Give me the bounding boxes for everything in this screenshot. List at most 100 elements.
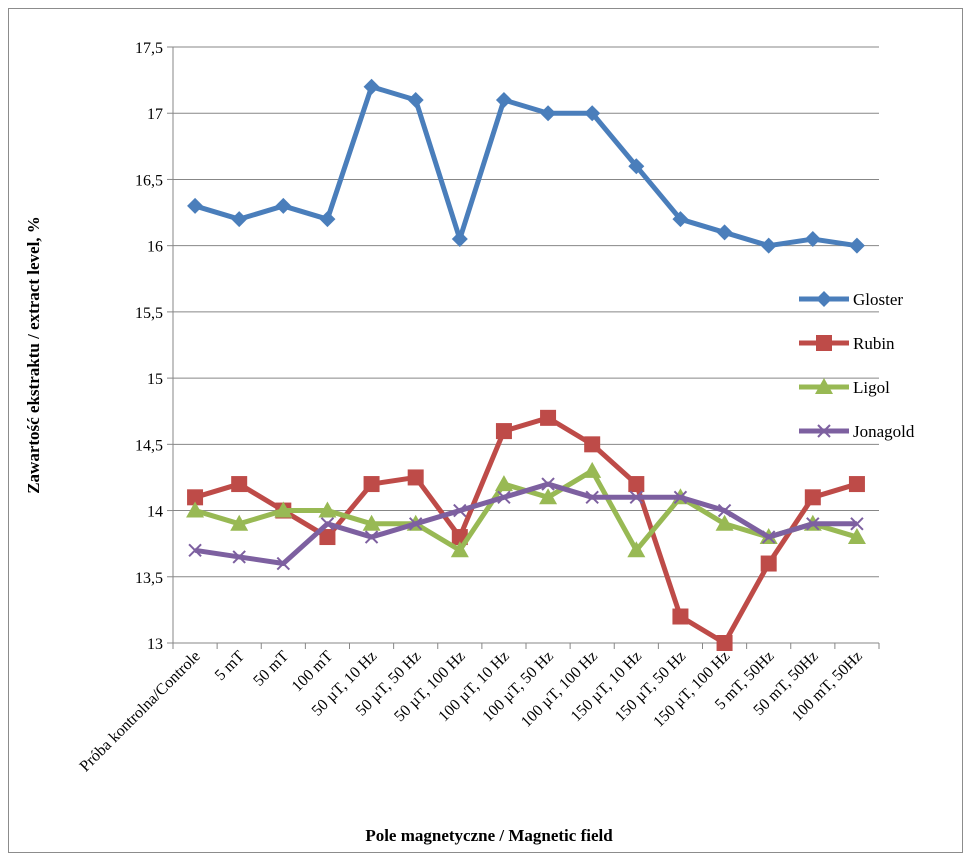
- legend-marker: [817, 424, 831, 438]
- data-point-rubin: [672, 608, 689, 625]
- line-chart: 13 13,5 14 14,5 15 15,5 16 16,5 17 17,5 Próba kon…: [24, 40, 915, 845]
- x-marker-stroke: [850, 517, 864, 531]
- data-point-ligol: [274, 501, 293, 518]
- data-point-jonagold: [806, 517, 820, 531]
- data-point-gloster: [495, 91, 512, 108]
- x-marker-stroke: [673, 490, 688, 505]
- data-point-jonagold: [585, 490, 599, 505]
- series-line-gloster: [194, 84, 858, 249]
- legend-label: Rubin: [853, 334, 895, 353]
- data-point-jonagold: [364, 530, 379, 544]
- y-tick-label: 13,5: [135, 570, 163, 587]
- data-point-jonagold: [453, 503, 467, 518]
- x-marker-stroke: [806, 517, 820, 531]
- data-point-jonagold: [408, 517, 423, 531]
- series-gloster: [187, 78, 865, 254]
- data-point-gloster: [363, 78, 380, 95]
- data-point-ligol: [583, 461, 602, 478]
- data-point-gloster: [187, 197, 204, 214]
- legend-item-ligol: Ligol: [799, 378, 890, 397]
- series-jonagold: [188, 477, 864, 571]
- data-point-ligol: [494, 475, 513, 492]
- data-point-jonagold: [629, 490, 644, 505]
- legend-label: Jonagold: [853, 422, 915, 441]
- y-axis-title: Zawartość ekstraktu / extract level, %: [24, 216, 43, 494]
- data-point-rubin: [363, 476, 380, 493]
- data-point-ligol: [627, 541, 646, 558]
- x-marker-stroke: [453, 503, 467, 518]
- data-point-rubin: [319, 529, 336, 546]
- data-point-rubin: [848, 476, 865, 493]
- x-marker-stroke: [320, 517, 335, 531]
- data-point-gloster: [407, 91, 424, 108]
- legend-marker: [816, 335, 832, 351]
- x-marker-stroke: [364, 530, 379, 544]
- y-tick-label: 16: [147, 239, 163, 256]
- x-marker-stroke: [541, 477, 555, 491]
- x-marker-stroke: [629, 490, 644, 505]
- data-point-ligol: [847, 528, 866, 545]
- legend-marker: [815, 378, 833, 394]
- data-point-rubin: [804, 489, 821, 506]
- data-point-rubin: [540, 409, 557, 426]
- y-tick-label: 13: [147, 636, 163, 653]
- data-point-gloster: [275, 197, 292, 214]
- data-point-rubin: [760, 555, 777, 572]
- y-tick-label: 14: [147, 504, 163, 521]
- y-tick-label: 15,5: [135, 305, 163, 322]
- y-tick-label: 14,5: [135, 437, 163, 454]
- data-point-jonagold: [497, 490, 511, 505]
- x-tick-label: 100 µT, 100 Hz: [518, 648, 601, 731]
- series-line-jonagold: [194, 481, 857, 567]
- data-point-gloster: [451, 231, 468, 248]
- y-tick-label: 16,5: [135, 172, 163, 189]
- data-point-jonagold: [850, 517, 864, 531]
- legend: Gloster Rubin Ligol Jonagold: [799, 290, 915, 441]
- data-point-jonagold: [188, 543, 202, 557]
- data-point-rubin: [495, 423, 512, 440]
- y-tick-label: 17,5: [135, 40, 163, 57]
- x-tick-label: 150 µT, 100 Hz: [650, 648, 733, 731]
- data-point-gloster: [628, 158, 645, 175]
- data-point-gloster: [716, 224, 733, 241]
- x-marker-stroke: [761, 530, 776, 544]
- x-marker-stroke: [717, 503, 732, 518]
- legend-item-jonagold: Jonagold: [799, 422, 915, 441]
- y-tick-label: 17: [147, 106, 163, 123]
- x-tick-label: Próba kontrolna/Controle: [77, 648, 204, 775]
- data-point-jonagold: [320, 517, 335, 531]
- data-point-jonagold: [673, 490, 688, 505]
- x-marker-stroke: [232, 550, 246, 564]
- series-line-rubin: [194, 415, 858, 646]
- x-marker-stroke: [188, 543, 202, 557]
- data-point-jonagold: [717, 503, 732, 518]
- data-point-rubin: [187, 489, 204, 506]
- legend-label: Ligol: [853, 378, 890, 397]
- x-marker-stroke: [817, 424, 831, 438]
- data-point-gloster: [231, 211, 248, 228]
- data-point-rubin: [231, 476, 248, 493]
- data-point-jonagold: [232, 550, 246, 564]
- data-point-jonagold: [541, 477, 555, 491]
- data-point-ligol: [450, 541, 469, 558]
- legend-label: Gloster: [853, 290, 903, 309]
- data-point-jonagold: [276, 556, 291, 571]
- data-point-gloster: [848, 237, 865, 254]
- data-point-gloster: [540, 105, 557, 122]
- data-point-ligol: [715, 514, 734, 531]
- data-point-ligol: [362, 514, 381, 531]
- legend-item-rubin: Rubin: [799, 334, 895, 353]
- x-marker-stroke: [497, 490, 511, 505]
- y-tick-labels: 13 13,5 14 14,5 15 15,5 16 16,5 17 17,5: [135, 40, 163, 653]
- legend-marker: [816, 291, 832, 307]
- data-point-gloster: [584, 105, 601, 122]
- x-marker-stroke: [585, 490, 599, 505]
- x-marker-stroke: [276, 556, 291, 571]
- data-point-ligol: [539, 488, 558, 505]
- data-point-ligol: [318, 501, 337, 518]
- x-axis-title: Pole magnetyczne / Magnetic field: [365, 826, 613, 845]
- series-rubin: [187, 409, 865, 651]
- x-tick-label: 50 mT: [250, 648, 292, 690]
- series-lines: [186, 78, 866, 651]
